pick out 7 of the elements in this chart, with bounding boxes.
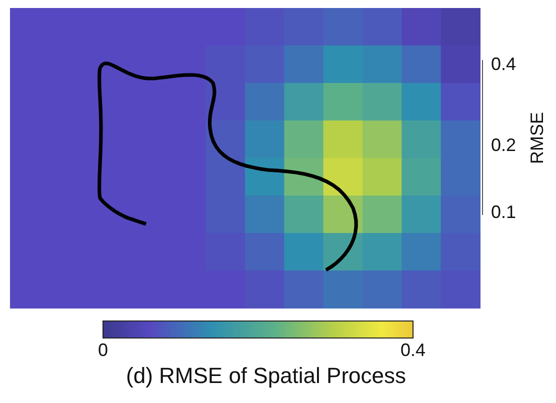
text: 0.2 [491, 134, 516, 155]
text: (d) RMSE of Spatial Process [126, 363, 406, 388]
text: 0.1 [491, 202, 516, 222]
text: 0.4 [491, 54, 516, 74]
y2-axis-title: RMSE [526, 112, 547, 164]
color-bar-label: 0 [98, 340, 108, 360]
color-bar-label: 0.4 [400, 340, 426, 360]
